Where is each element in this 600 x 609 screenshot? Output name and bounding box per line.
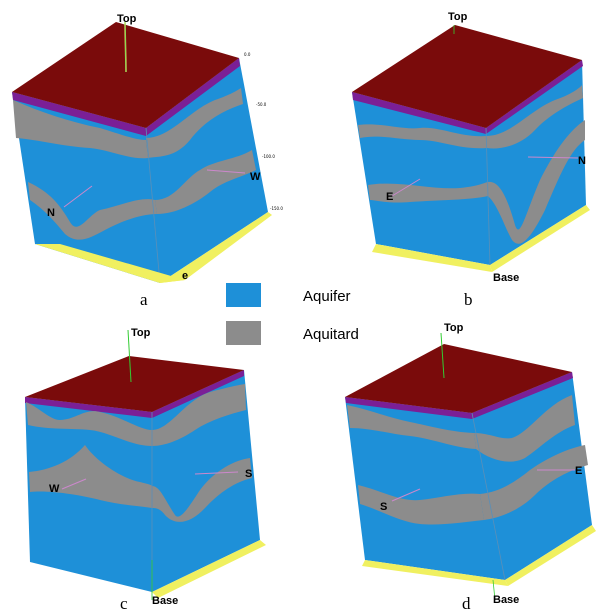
legend: Aquifer Aquitard	[226, 283, 359, 345]
legend-aquitard-swatch	[226, 321, 261, 345]
panel-a-base-grid	[35, 244, 185, 283]
tick-label: -50.0	[256, 102, 267, 107]
panel-c-base-grid	[152, 540, 266, 598]
legend-aquifer-label: Aquifer	[303, 288, 351, 305]
panel-c-top-label: Top	[131, 327, 151, 339]
panel-c-purple-layer	[25, 370, 244, 418]
panel-c-left-label: W	[49, 483, 60, 495]
panel-a-caption: a	[140, 290, 148, 309]
panel-d-aquitard-3	[474, 395, 575, 462]
panel-b-aquitard-4	[488, 120, 585, 244]
panel-d-left-label: S	[380, 501, 387, 513]
panel-a-aquitard-3	[146, 88, 243, 158]
panel-b-base-grid	[372, 244, 492, 272]
tick-label: -100.0	[262, 154, 275, 159]
panel-c-right-label: S	[245, 468, 252, 480]
panel-c: Top W S Base c	[25, 327, 266, 609]
legend-aquifer-swatch	[226, 283, 261, 307]
panel-b: Top E N Base b	[352, 11, 590, 309]
panel-a-aquitard-1	[13, 100, 148, 159]
panel-b-base-label: Base	[493, 272, 519, 284]
panel-b-right-label: N	[578, 155, 586, 167]
panel-a-top-label: Top	[117, 13, 137, 25]
panel-d-base-label: Base	[493, 594, 519, 606]
panel-a: 0.0 -50.0 -100.0 -150.0 Top N W e a	[12, 13, 283, 309]
panel-a-aquitard-4	[155, 150, 256, 214]
panel-c-aquitard-1	[26, 402, 152, 446]
panel-c-top-face	[25, 356, 244, 412]
panel-b-caption: b	[464, 290, 473, 309]
panel-a-top-face	[12, 22, 239, 128]
tick-label: 0.0	[244, 52, 251, 57]
panel-c-base-label: Base	[152, 595, 178, 607]
panel-a-left-label: N	[47, 207, 55, 219]
panel-d-top-face	[345, 344, 572, 413]
panel-c-aquitard-2	[29, 445, 152, 508]
panel-c-vertical-axis	[127, 329, 132, 383]
panel-a-right-label: W	[250, 171, 261, 183]
panel-a-aquitard-2	[28, 182, 157, 240]
panel-c-aquitard-4	[152, 458, 252, 522]
panel-d-aquitard-4	[480, 445, 588, 520]
panel-b-top-face	[352, 25, 582, 128]
panel-b-aquitard-2	[368, 182, 488, 203]
panel-d-purple-layer	[345, 372, 573, 419]
panel-b-left-label: E	[386, 191, 393, 203]
panel-d-top-label: Top	[444, 322, 464, 334]
panel-b-purple-layer	[352, 60, 583, 134]
panel-a-purple-layer	[12, 58, 240, 136]
panel-d-right-label: E	[575, 465, 582, 477]
panel-b-top-label: Top	[448, 11, 468, 23]
panel-d: Top S E Base d	[345, 322, 596, 609]
panel-c-aquitard-3	[152, 384, 246, 446]
tick-label: -150.0	[270, 206, 283, 211]
panel-c-caption: c	[120, 594, 128, 609]
panel-d-aquitard-1	[347, 405, 476, 449]
legend-aquitard-label: Aquitard	[303, 326, 359, 343]
panel-d-aquitard-2	[358, 485, 484, 525]
panel-a-base-label: e	[182, 270, 188, 282]
panel-b-aquitard-1	[358, 124, 487, 149]
panel-b-aquitard-3	[487, 85, 583, 149]
panel-d-caption: d	[462, 594, 471, 609]
panel-d-base-grid	[362, 560, 508, 586]
